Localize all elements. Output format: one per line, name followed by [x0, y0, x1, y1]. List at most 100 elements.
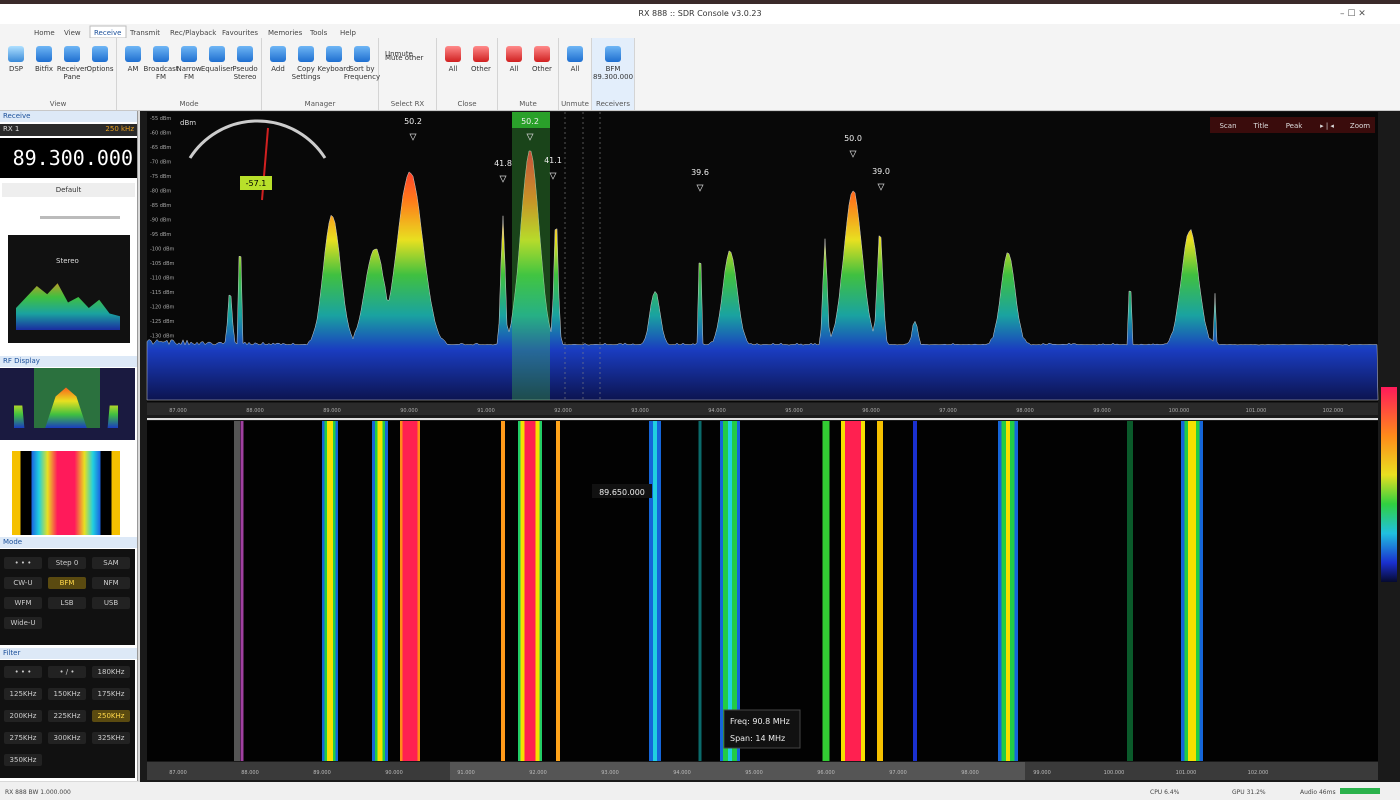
waterfall-bg — [147, 421, 1378, 761]
button-icon — [506, 46, 522, 62]
freq-label: 92.000 — [554, 408, 572, 414]
spectrum-control[interactable]: Scan — [1219, 122, 1236, 130]
waterfall-stripe — [402, 421, 418, 761]
tab[interactable]: View — [64, 29, 81, 37]
spectrum-control[interactable]: Title — [1252, 122, 1268, 130]
freq-label: 101.000 — [1246, 408, 1267, 414]
ribbon-button[interactable]: Copy Settings — [292, 40, 320, 110]
ribbon-button[interactable]: Receiver Pane — [57, 40, 87, 110]
ribbon-button[interactable]: Sort by Frequency — [344, 40, 380, 110]
button-icon — [181, 46, 197, 62]
mode-button[interactable]: BFM — [48, 577, 86, 589]
scroll-freq-label: 102.000 — [1248, 770, 1269, 776]
mode-button[interactable]: Wide-U — [4, 617, 42, 629]
ribbon-button[interactable]: Add — [265, 40, 291, 110]
ribbon-button[interactable]: All — [501, 40, 527, 110]
spectrum-control[interactable]: Zoom — [1350, 122, 1370, 130]
meter-value: -57.1 — [246, 179, 267, 188]
filter-button[interactable]: 275KHz — [4, 732, 42, 744]
filter-button[interactable]: 180KHz — [92, 666, 130, 678]
freq-label: 88.000 — [246, 408, 264, 414]
tab[interactable]: Receive — [94, 29, 121, 37]
button-label: Options — [86, 65, 114, 73]
tab[interactable]: Help — [340, 29, 357, 37]
waterfall-stripe — [240, 421, 244, 761]
ribbon-group: DSP Bitfix Receiver Pane Options View — [0, 38, 117, 110]
waterfall-marker: 89.650.000 — [599, 488, 645, 497]
mode-button[interactable]: Step 0 — [48, 557, 86, 569]
group-label: Receivers — [596, 100, 630, 108]
filter-button[interactable]: 250KHz — [92, 710, 130, 722]
filter-button[interactable]: • • • — [4, 666, 42, 678]
filter-button[interactable]: 150KHz — [48, 688, 86, 700]
filter-button[interactable]: 200KHz — [4, 710, 42, 722]
waterfall-stripe — [698, 421, 702, 761]
ribbon-button[interactable]: All — [440, 40, 466, 110]
mode-button[interactable]: CW-U — [4, 577, 42, 589]
peak-marker — [849, 150, 857, 158]
window-controls[interactable]: – ☐ ✕ — [1340, 9, 1366, 19]
waterfall-stripe — [556, 421, 560, 761]
peak-marker — [499, 175, 507, 183]
spectrum-trace — [146, 150, 1379, 401]
spectrum-control[interactable]: ▸ | ◂ — [1320, 122, 1334, 130]
dbm-label: -60 dBm — [150, 131, 171, 137]
mode-button[interactable]: USB — [92, 597, 130, 609]
ribbon-button[interactable]: Other — [468, 40, 494, 110]
filter-button[interactable]: 125KHz — [4, 688, 42, 700]
filter-button[interactable]: 325KHz — [92, 732, 130, 744]
mode-button[interactable]: LSB — [48, 597, 86, 609]
frequency[interactable]: 89.300.000 — [12, 146, 133, 170]
peak-label: 50.2 — [521, 117, 539, 126]
tab[interactable]: Memories — [268, 29, 303, 37]
dbm-label: -110 dBm — [150, 276, 175, 282]
mode-button[interactable]: SAM — [92, 557, 130, 569]
mode-button[interactable]: • • • — [4, 557, 42, 569]
preset[interactable]: Default — [2, 183, 135, 197]
ribbon-button[interactable]: Options — [86, 40, 114, 110]
filter-button[interactable]: 225KHz — [48, 710, 86, 722]
mode-button[interactable]: NFM — [92, 577, 130, 589]
status-gpu: GPU 31.2% — [1232, 789, 1266, 796]
ribbon-button[interactable]: BFM 89.300.000 — [593, 40, 633, 110]
ribbon-button[interactable]: Pseudo Stereo — [232, 40, 258, 110]
spectrum-control[interactable]: Peak — [1286, 122, 1304, 130]
tab[interactable]: Transmit — [129, 29, 160, 37]
scroll-freq-label: 87.000 — [169, 770, 187, 776]
ribbon-group: Add Copy Settings Keyboard Sort by Frequenc… — [262, 38, 380, 110]
ribbon-button[interactable]: AM — [120, 40, 146, 110]
dbm-label: -125 dBm — [150, 319, 175, 325]
filter-button[interactable]: 300KHz — [48, 732, 86, 744]
ribbon-button[interactable]: Equaliser — [201, 40, 233, 110]
volume-slider[interactable] — [40, 216, 120, 219]
scroll-freq-label: 89.000 — [313, 770, 331, 776]
freq-label: 97.000 — [939, 408, 957, 414]
checkbox[interactable]: Mute other — [385, 54, 423, 62]
ribbon-button[interactable]: DSP — [3, 40, 29, 110]
freq-axis — [147, 403, 1378, 415]
scroll-freq-label: 99.000 — [1033, 770, 1051, 776]
ribbon-button[interactable]: Broadcast FM — [143, 40, 179, 110]
checkbox[interactable]: Unmute — [385, 50, 413, 58]
checkbox-label: Unmute — [385, 50, 413, 58]
tab[interactable]: Favourites — [222, 29, 258, 37]
group-label: Mute — [519, 100, 537, 108]
group-label: Select RX — [390, 100, 425, 108]
filter-button[interactable]: 350KHz — [4, 754, 42, 766]
scroll-thumb[interactable] — [450, 762, 1025, 780]
filter-button[interactable]: 175KHz — [92, 688, 130, 700]
tab[interactable]: Tools — [309, 29, 328, 37]
mode-button[interactable]: WFM — [4, 597, 42, 609]
tab[interactable]: Home — [34, 29, 55, 37]
ribbon-button[interactable]: Narrow FM — [176, 40, 202, 110]
ribbon-button[interactable]: Bitfix — [31, 40, 57, 110]
ribbon-button[interactable]: Keyboard — [318, 40, 350, 110]
ribbon-button[interactable]: All — [562, 40, 588, 110]
tab[interactable]: Rec/Playback — [170, 29, 217, 37]
filter-button[interactable]: • / • — [48, 666, 86, 678]
button-label: DSP — [8, 65, 24, 73]
waterfall-stripe — [1127, 421, 1133, 761]
button-icon — [354, 46, 370, 62]
dbm-label: -130 dBm — [150, 334, 175, 340]
ribbon-button[interactable]: Other — [529, 40, 555, 110]
